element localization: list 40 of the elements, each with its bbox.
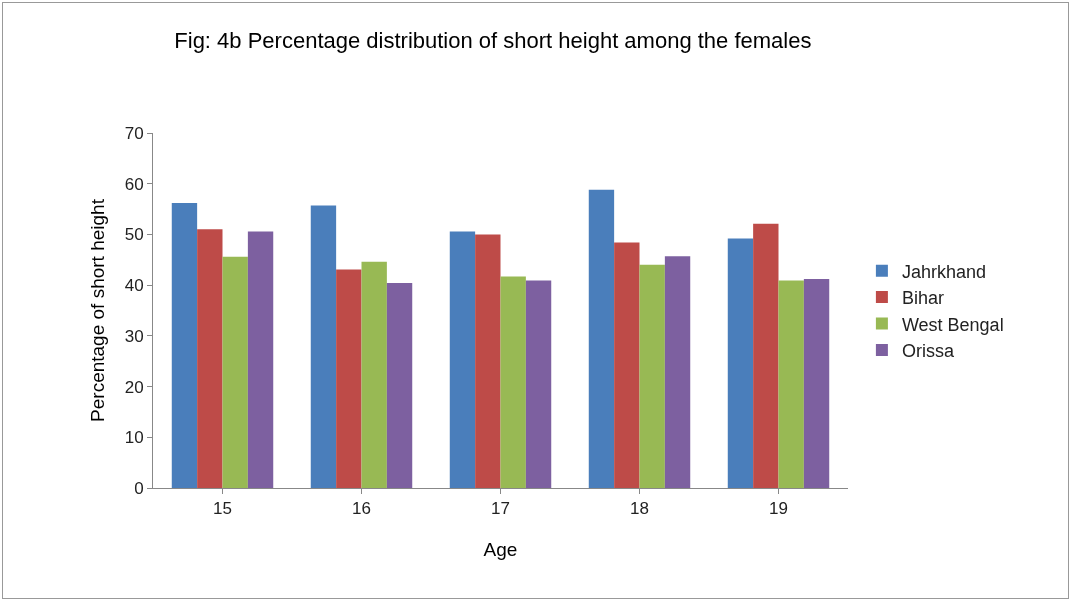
bar bbox=[588, 189, 615, 488]
legend-label: Orissa bbox=[901, 340, 955, 361]
x-tick-label: 15 bbox=[213, 499, 232, 519]
bar bbox=[803, 279, 830, 488]
bar bbox=[197, 229, 223, 488]
x-tick-label: 16 bbox=[352, 499, 371, 519]
bar bbox=[614, 242, 640, 488]
chart-title: Fig: 4b Percentage distribution of short height among the females bbox=[174, 28, 812, 54]
bar bbox=[310, 205, 337, 488]
bar bbox=[247, 231, 274, 488]
y-tick-label: 60 bbox=[124, 174, 144, 194]
y-tick-label: 70 bbox=[124, 123, 144, 143]
y-tick-label: 40 bbox=[124, 276, 144, 296]
bar bbox=[778, 280, 804, 488]
x-tick-label: 19 bbox=[769, 499, 788, 519]
x-axis-title: Age bbox=[483, 539, 518, 561]
x-tick-label: 18 bbox=[630, 499, 649, 519]
legend-label: Jahrkhand bbox=[901, 261, 986, 282]
bar bbox=[664, 256, 691, 488]
y-tick-label: 0 bbox=[134, 478, 144, 498]
y-tick-label: 20 bbox=[124, 377, 144, 397]
bar bbox=[525, 280, 552, 488]
bar bbox=[361, 261, 387, 488]
y-tick-label: 30 bbox=[124, 326, 144, 346]
legend-label: Bihar bbox=[901, 288, 944, 309]
bar bbox=[386, 283, 413, 488]
bar bbox=[753, 223, 779, 488]
bar bbox=[639, 264, 665, 488]
bar bbox=[336, 269, 362, 488]
bar bbox=[727, 238, 754, 488]
bar bbox=[500, 276, 526, 488]
bar bbox=[475, 234, 501, 488]
y-tick-label: 10 bbox=[124, 428, 144, 448]
y-axis-title: Percentage of short height bbox=[86, 198, 108, 422]
y-tick-label: 50 bbox=[124, 225, 144, 245]
bar bbox=[222, 256, 248, 488]
bar bbox=[449, 231, 476, 488]
x-tick-label: 17 bbox=[491, 499, 510, 519]
legend-label: West Bengal bbox=[901, 314, 1004, 335]
bar bbox=[171, 202, 198, 488]
